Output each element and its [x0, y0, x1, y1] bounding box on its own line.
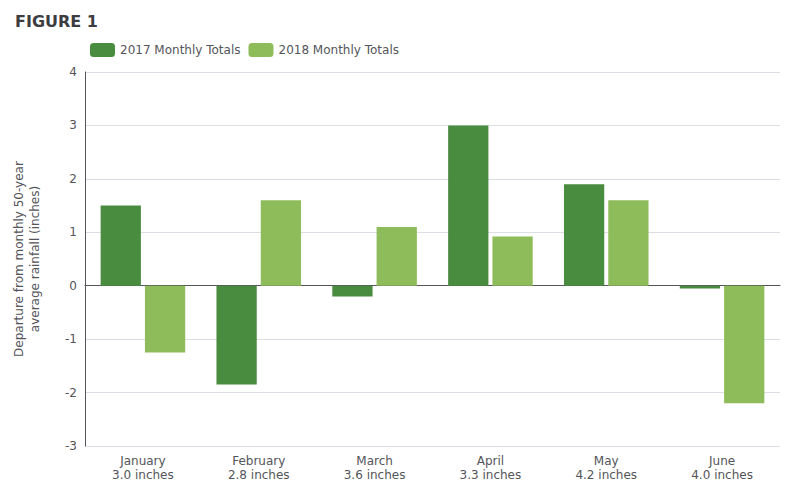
svg-text:January: January — [119, 454, 166, 468]
svg-text:May: May — [594, 454, 619, 468]
svg-text:Departure from monthly 50-year: Departure from monthly 50-year — [12, 161, 26, 357]
svg-text:March: March — [356, 454, 393, 468]
svg-text:3: 3 — [69, 118, 77, 132]
svg-text:-3: -3 — [65, 439, 77, 453]
svg-text:2.8 inches: 2.8 inches — [228, 468, 290, 482]
svg-text:3.0 inches: 3.0 inches — [112, 468, 174, 482]
svg-text:0: 0 — [69, 279, 77, 293]
svg-text:FIGURE 1: FIGURE 1 — [15, 12, 98, 31]
svg-text:4.0 inches: 4.0 inches — [691, 468, 753, 482]
svg-text:2018 Monthly Totals: 2018 Monthly Totals — [278, 43, 399, 57]
svg-text:-2: -2 — [65, 386, 77, 400]
svg-text:February: February — [232, 454, 285, 468]
svg-text:3.3 inches: 3.3 inches — [460, 468, 522, 482]
svg-text:-1: -1 — [65, 332, 77, 346]
svg-text:3.6 inches: 3.6 inches — [344, 468, 406, 482]
svg-text:April: April — [477, 454, 504, 468]
svg-text:4.2 inches: 4.2 inches — [575, 468, 637, 482]
svg-text:1: 1 — [69, 225, 77, 239]
svg-text:June: June — [708, 454, 735, 468]
svg-text:2: 2 — [69, 172, 77, 186]
svg-text:average rainfall (inches): average rainfall (inches) — [28, 186, 42, 332]
svg-text:4: 4 — [69, 65, 77, 79]
svg-text:2017 Monthly Totals: 2017 Monthly Totals — [120, 43, 241, 57]
